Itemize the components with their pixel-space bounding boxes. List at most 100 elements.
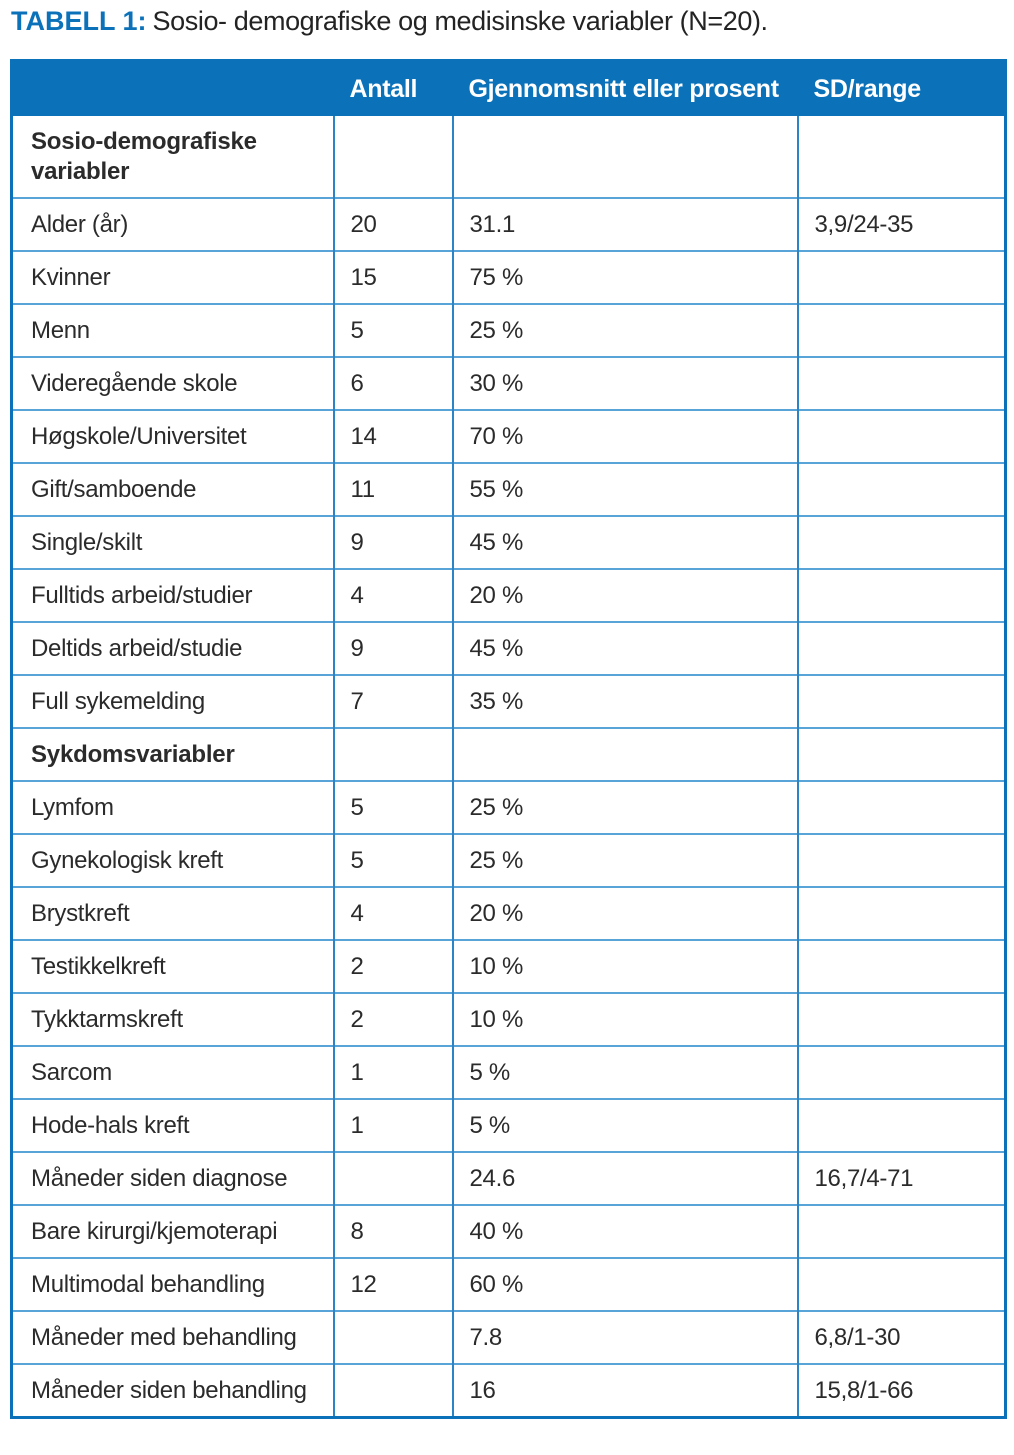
cell-value: 10 %	[451, 992, 798, 1046]
row-label: Menn	[11, 303, 334, 357]
row-label: Lymfom	[11, 780, 334, 834]
row-label: Høgskole/Universitet	[11, 409, 334, 463]
row-label: Testikkelkreft	[11, 939, 334, 993]
table-row: Fulltids arbeid/studier 4 20 %	[11, 568, 1006, 622]
cell-sd-range	[796, 116, 1006, 198]
cell-sd-range	[796, 939, 1006, 993]
cell-antall: 9	[332, 621, 453, 675]
cell-sd-range	[796, 303, 1006, 357]
table-row: Deltids arbeid/studie 9 45 %	[11, 621, 1006, 675]
row-label: Deltids arbeid/studie	[11, 621, 334, 675]
table-row: Videregående skole 6 30 %	[11, 356, 1006, 410]
cell-antall: 20	[332, 197, 453, 251]
row-label: Måneder med behandling	[11, 1310, 334, 1364]
cell-antall	[332, 727, 453, 781]
cell-value: 5 %	[451, 1098, 798, 1152]
cell-value: 7.8	[451, 1310, 798, 1364]
table-row: Gynekologisk kreft 5 25 %	[11, 833, 1006, 887]
row-label: Tykktarmskreft	[11, 992, 334, 1046]
table-row: Sarcom 1 5 %	[11, 1045, 1006, 1099]
cell-sd-range	[796, 409, 1006, 463]
cell-antall: 7	[332, 674, 453, 728]
table-row: Sosio-demografiske variabler	[12, 116, 1006, 198]
row-label: Kvinner	[11, 250, 334, 304]
cell-value	[451, 116, 798, 198]
table-caption: TABELL 1: Sosio- demografiske og medisins…	[11, 6, 768, 37]
table-row: Måneder siden behandling 16 15,8/1-66	[11, 1363, 1006, 1418]
cell-antall	[332, 1310, 453, 1364]
cell-sd-range: 15,8/1-66	[796, 1363, 1006, 1418]
cell-value: 35 %	[451, 674, 798, 728]
cell-value: 25 %	[451, 303, 798, 357]
row-label: Single/skilt	[11, 515, 334, 569]
cell-antall	[332, 1151, 453, 1205]
cell-sd-range	[796, 727, 1006, 781]
row-label: Brystkreft	[11, 886, 334, 940]
table-row: Gift/samboende 11 55 %	[11, 462, 1006, 516]
cell-antall: 5	[332, 780, 453, 834]
cell-value: 16	[451, 1363, 798, 1418]
row-label: Multimodal behandling	[11, 1257, 334, 1311]
table-header: Antall Gjennomsnitt eller prosent SD/ran…	[11, 60, 1006, 116]
cell-antall: 5	[332, 303, 453, 357]
cell-antall: 1	[332, 1098, 453, 1152]
row-label: Videregående skole	[11, 356, 334, 410]
cell-value: 25 %	[451, 833, 798, 887]
cell-value: 31.1	[451, 197, 798, 251]
cell-sd-range	[796, 515, 1006, 569]
row-label: Sarcom	[11, 1045, 334, 1099]
cell-sd-range	[796, 568, 1006, 622]
cell-antall: 5	[332, 833, 453, 887]
table-body: Sosio-demografiske variabler Alder (år) 20…	[11, 116, 1006, 1418]
cell-sd-range	[796, 1098, 1006, 1152]
cell-sd-range	[796, 250, 1006, 304]
table-row: Høgskole/Universitet 14 70 %	[11, 409, 1006, 463]
row-label: Sykdomsvariabler	[11, 727, 334, 781]
cell-value	[451, 727, 798, 781]
row-label: Full sykemelding	[11, 674, 334, 728]
table-row: Måneder siden diagnose 24.6 16,7/4-71	[11, 1151, 1006, 1205]
row-label: Måneder siden diagnose	[11, 1151, 334, 1205]
row-label: Sosio-demografiske variabler	[31, 128, 257, 185]
row-label: Fulltids arbeid/studier	[11, 568, 334, 622]
cell-value: 45 %	[451, 621, 798, 675]
cell-sd-range: 6,8/1-30	[796, 1310, 1006, 1364]
cell-antall	[332, 1363, 453, 1418]
cell-value: 20 %	[451, 886, 798, 940]
cell-value: 45 %	[451, 515, 798, 569]
column-header-sd-range: SD/range	[797, 60, 1006, 116]
cell-sd-range	[796, 356, 1006, 410]
cell-antall: 2	[332, 992, 453, 1046]
table-row: Full sykemelding 7 35 %	[11, 674, 1006, 728]
table-header-row: Antall Gjennomsnitt eller prosent SD/ran…	[11, 60, 1006, 116]
cell-value: 60 %	[451, 1257, 798, 1311]
table-row: Menn 5 25 %	[11, 303, 1006, 357]
cell-sd-range	[796, 621, 1006, 675]
cell-sd-range	[796, 1257, 1006, 1311]
cell-sd-range	[796, 833, 1006, 887]
cell-value: 20 %	[451, 568, 798, 622]
cell-sd-range	[796, 992, 1006, 1046]
column-header-gjennomsnitt: Gjennomsnitt eller prosent	[452, 60, 798, 116]
cell-value: 75 %	[451, 250, 798, 304]
table-caption-text: Sosio- demografiske og medisinske variab…	[152, 6, 769, 36]
cell-value: 70 %	[451, 409, 798, 463]
cell-antall: 4	[332, 568, 453, 622]
cell-value: 30 %	[451, 356, 798, 410]
column-header-antall: Antall	[333, 60, 453, 116]
cell-value: 24.6	[451, 1151, 798, 1205]
cell-antall: 15	[332, 250, 453, 304]
table-row: Bare kirurgi/kjemoterapi 8 40 %	[11, 1204, 1006, 1258]
cell-sd-range: 3,9/24-35	[796, 197, 1006, 251]
cell-antall: 4	[332, 886, 453, 940]
table-row: Sykdomsvariabler	[11, 727, 1006, 781]
row-label: Alder (år)	[11, 197, 334, 251]
table-row: Alder (år) 20 31.1 3,9/24-35	[11, 197, 1006, 251]
column-header-variable	[11, 60, 334, 116]
cell-antall: 2	[332, 939, 453, 993]
cell-value: 25 %	[451, 780, 798, 834]
cell-sd-range: 16,7/4-71	[796, 1151, 1006, 1205]
table-row: Single/skilt 9 45 %	[11, 515, 1006, 569]
cell-antall	[332, 116, 453, 198]
cell-antall: 1	[332, 1045, 453, 1099]
